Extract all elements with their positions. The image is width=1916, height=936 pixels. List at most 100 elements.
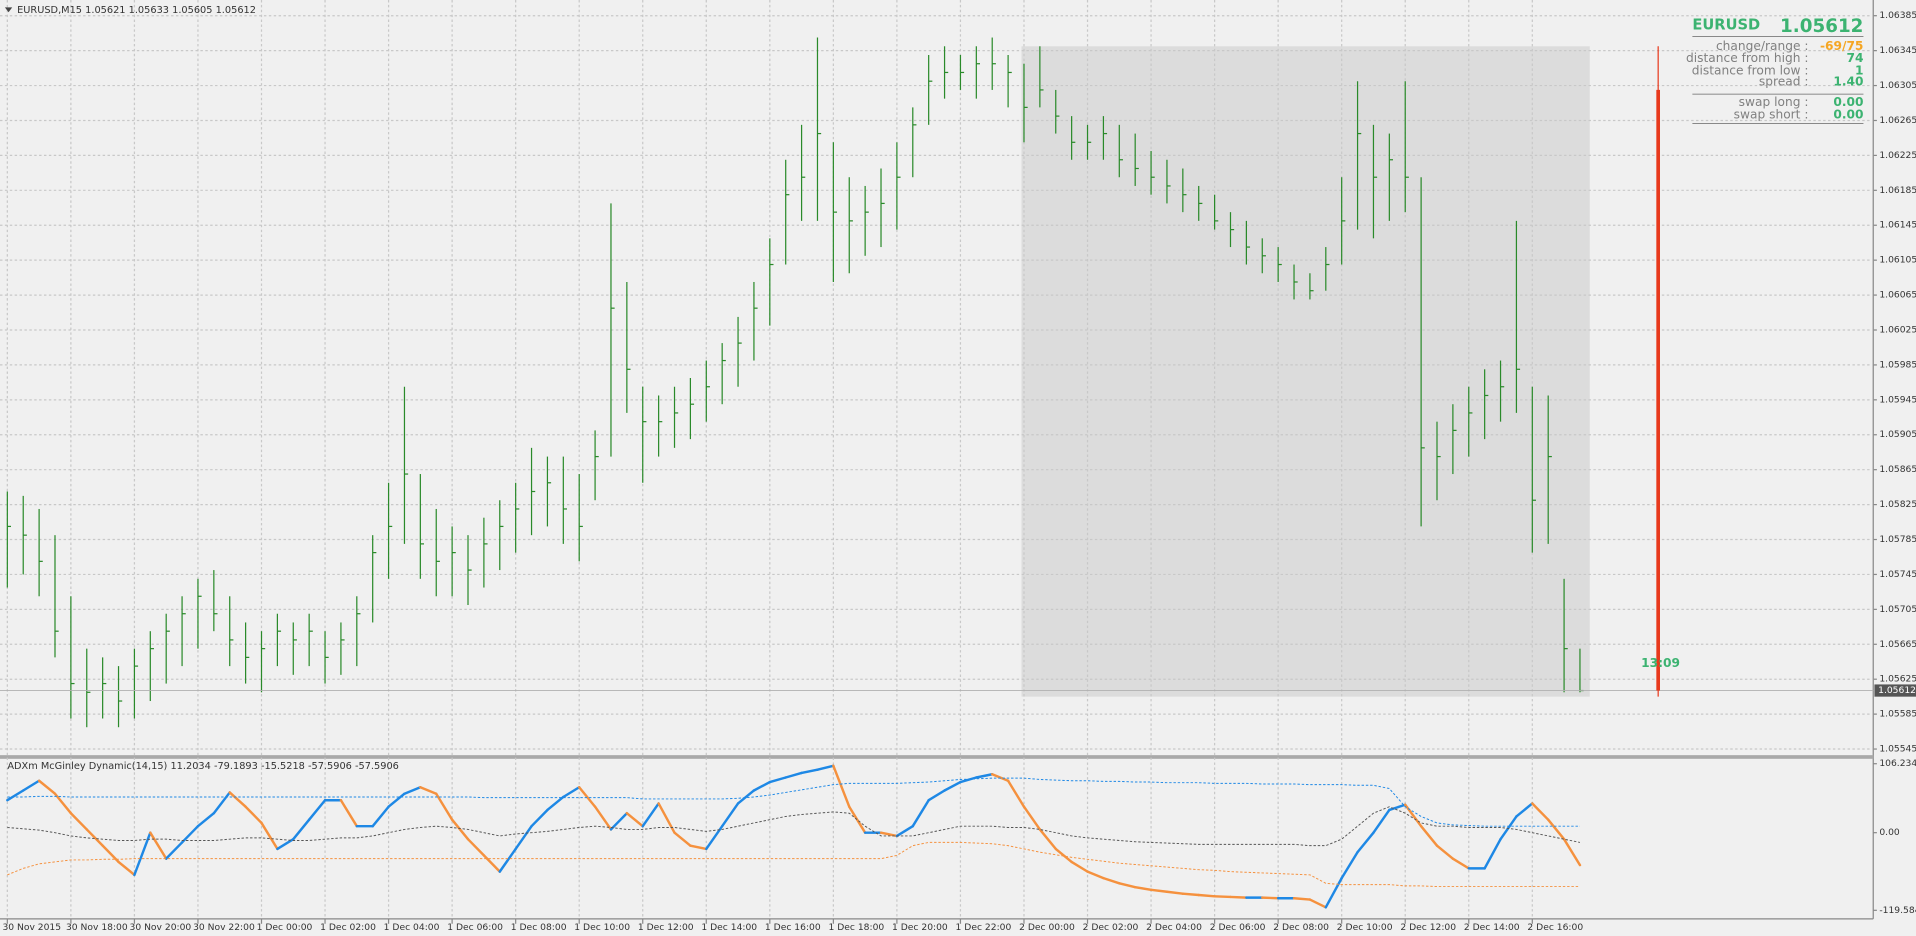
x-tick-label: 30 Nov 18:00: [66, 922, 128, 933]
indicator-segment: [752, 780, 772, 792]
x-tick-label: 30 Nov 2015: [2, 922, 61, 933]
indicator-segment: [260, 821, 279, 851]
indicator-segment: [22, 779, 41, 792]
x-tick-label: 2 Dec 10:00: [1337, 922, 1393, 933]
info-label: distance from high :: [1686, 51, 1808, 65]
y-tick-label: 1.05665: [1879, 639, 1916, 650]
indicator-segment: [6, 789, 25, 802]
x-tick-label: 30 Nov 20:00: [130, 922, 192, 933]
y-tick-label: 1.06185: [1879, 185, 1916, 196]
x-tick-label: 2 Dec 16:00: [1527, 922, 1583, 933]
indicator-segment: [164, 841, 184, 860]
x-tick-label: 1 Dec 04:00: [384, 922, 440, 933]
indicator-segment: [1515, 802, 1534, 818]
info-label: swap long :: [1739, 95, 1809, 109]
y-tick-label: 1.06105: [1879, 255, 1916, 266]
x-tick-label: 1 Dec 00:00: [257, 922, 313, 933]
indicator-segment: [212, 791, 231, 815]
indicator-segment: [593, 805, 613, 831]
indicator-segment: [1229, 895, 1248, 899]
indicator-segment: [101, 844, 120, 864]
indicator-segment: [85, 828, 104, 847]
indicator-segment: [1324, 876, 1343, 909]
indicator-segment: [1308, 898, 1328, 909]
indicator-segment: [943, 780, 962, 792]
indicator-segment: [1054, 847, 1073, 864]
price: 1.05612: [1780, 16, 1863, 37]
indicator-segment: [498, 847, 517, 873]
indicator-segment: [69, 811, 88, 831]
y-tick-label: 1.05625: [1879, 674, 1916, 685]
info-value: 0.00: [1833, 107, 1863, 121]
indicator-segment: [1149, 888, 1169, 893]
indicator-segment: [577, 786, 597, 808]
indicator-segment: [673, 831, 692, 847]
info-label: spread :: [1759, 74, 1809, 88]
menu-arrow[interactable]: [4, 7, 13, 13]
x-tick-label: 2 Dec 06:00: [1210, 922, 1266, 933]
x-tick-label: 1 Dec 20:00: [892, 922, 948, 933]
y-tick-label: 1.05985: [1879, 359, 1916, 370]
indicator-segment: [1419, 824, 1439, 847]
indicator-segment: [450, 818, 470, 841]
indicator-segment: [482, 854, 501, 873]
indicator-segment: [1531, 802, 1550, 821]
indicator-segment: [1562, 837, 1582, 867]
y-tick-label: 1.05585: [1879, 709, 1916, 720]
x-tick-label: 1 Dec 10:00: [574, 922, 630, 933]
y-tick-label: 1.05545: [1879, 744, 1916, 755]
indicator-segment: [1165, 890, 1185, 895]
indicator-line: [7, 777, 1580, 827]
indicator-segment: [180, 824, 200, 844]
indicator-segment: [1372, 808, 1391, 834]
indicator-segment: [514, 824, 533, 851]
indicator-segment: [879, 831, 899, 838]
indicator-segment: [959, 776, 978, 784]
indicator-segment: [562, 786, 581, 799]
x-tick-label: 1 Dec 22:00: [956, 922, 1012, 933]
info-value: 0.00: [1833, 95, 1863, 109]
indicator-segment: [292, 818, 311, 841]
y-tick-label: 1.05705: [1879, 604, 1916, 615]
y-tick-label: 1.06065: [1879, 290, 1916, 301]
info-value: -69/75: [1820, 39, 1864, 53]
x-tick-label: 1 Dec 18:00: [828, 922, 884, 933]
indicator-segment: [1356, 831, 1375, 854]
indicator-segment: [387, 792, 406, 808]
x-tick-label: 2 Dec 02:00: [1083, 922, 1139, 933]
chart-title: EURUSD,M15 1.05621 1.05633 1.05605 1.056…: [17, 5, 256, 16]
info-label: swap short :: [1734, 107, 1809, 121]
y-tick-label: 1.05785: [1879, 534, 1916, 545]
indicator-segment: [641, 802, 660, 828]
indicator-segment: [927, 789, 946, 802]
indicator-segment: [1006, 779, 1026, 808]
indicator-segment: [848, 805, 867, 834]
y-tick-label: 1.05945: [1879, 394, 1916, 405]
x-tick-label: 30 Nov 22:00: [193, 922, 255, 933]
indicator-segment: [307, 799, 327, 821]
y-tick-label: 1.05745: [1879, 569, 1916, 580]
indicator-segment: [339, 799, 359, 828]
y-tick-label: 1.06305: [1879, 80, 1916, 91]
y-tick-label: 1.05825: [1879, 499, 1916, 510]
info-value: 1.40: [1833, 74, 1863, 88]
x-tick-label: 1 Dec 06:00: [447, 922, 503, 933]
indicator-segment: [990, 773, 1010, 782]
indicator-title: ADXm McGinley Dynamic(14,15) 11.2034 -79…: [7, 761, 399, 772]
indicator-segment: [1197, 893, 1216, 898]
x-tick-label: 1 Dec 14:00: [701, 922, 757, 933]
indicator-segment: [1404, 803, 1423, 828]
indicator-segment: [911, 799, 930, 828]
y-tick-label: 1.06025: [1879, 324, 1916, 335]
indicator-segment: [403, 786, 422, 795]
indicator-segment: [784, 771, 803, 779]
indicator-segment: [53, 792, 73, 815]
indicator-segment: [1388, 803, 1407, 812]
x-tick-label: 1 Dec 12:00: [638, 922, 694, 933]
indicator-segment: [689, 844, 708, 851]
x-tick-label: 2 Dec 00:00: [1019, 922, 1075, 933]
y-tick-label: 1.06345: [1879, 45, 1916, 56]
x-tick-label: 1 Dec 02:00: [320, 922, 376, 933]
y-tick-label: 0.00: [1879, 827, 1900, 838]
